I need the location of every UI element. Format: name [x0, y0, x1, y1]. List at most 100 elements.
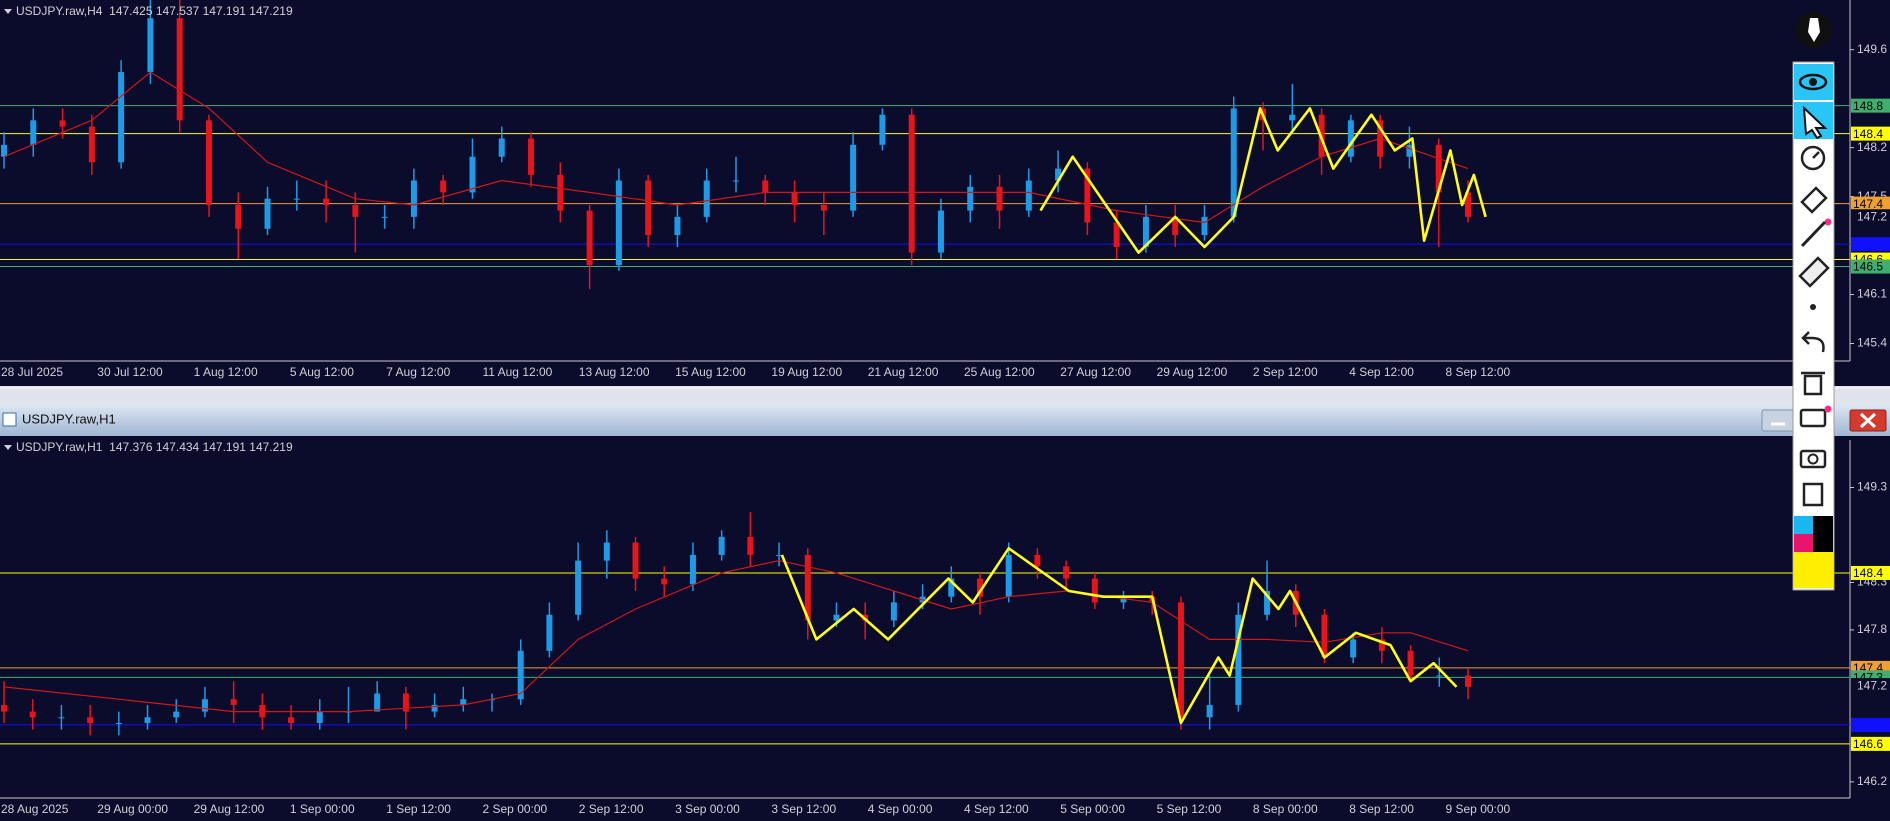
pen-glyph: [1808, 18, 1820, 42]
x-tick-label: 4 Sep 00:00: [868, 802, 933, 816]
x-tick-label: 5 Aug 12:00: [290, 365, 354, 379]
price-label: 147.2: [1857, 678, 1887, 692]
candle-body: [689, 554, 696, 585]
candle-body: [850, 144, 857, 211]
eye-glyph: [1798, 73, 1828, 91]
candle-body: [791, 192, 798, 205]
x-tick-label: 5 Sep 00:00: [1060, 802, 1125, 816]
color-magenta[interactable]: [1794, 534, 1813, 552]
x-tick-label: 7 Aug 12:00: [386, 365, 450, 379]
candle-body: [381, 216, 388, 218]
y-tick-label: 145.4: [1857, 336, 1887, 350]
undo-button[interactable]: [1801, 331, 1825, 353]
candle-body: [30, 120, 37, 145]
x-tick-label: 28 Aug 2025: [1, 802, 69, 816]
candle-body: [264, 198, 271, 229]
level-label: 147.4: [1853, 197, 1883, 211]
x-tick-label: 21 Aug 12:00: [868, 365, 939, 379]
candle-body: [517, 650, 524, 700]
x-tick-label: 2 Sep 12:00: [579, 802, 644, 816]
camera-button[interactable]: [1799, 449, 1827, 469]
candle-body: [879, 114, 886, 145]
zigzag-line: [780, 547, 1458, 725]
color-yellow[interactable]: [1794, 552, 1833, 588]
candle-body: [1465, 192, 1471, 217]
window-icon: [2, 412, 17, 427]
x-tick-label: 28 Jul 2025: [1, 365, 63, 379]
timer-button[interactable]: [1800, 145, 1826, 171]
color-black[interactable]: [1813, 534, 1833, 552]
candle-body: [833, 614, 840, 621]
x-tick-label: 8 Sep 00:00: [1253, 802, 1318, 816]
candle-body: [1055, 168, 1062, 181]
header-arrow: [4, 9, 12, 14]
candle-body: [1091, 578, 1098, 603]
candle-body: [205, 120, 212, 205]
candle-body: [1378, 639, 1385, 651]
candle-body: [1142, 216, 1149, 247]
x-tick-label: 2 Sep 12:00: [1253, 365, 1318, 379]
x-tick-label: 2 Sep 00:00: [483, 802, 548, 816]
x-tick-label: 1 Aug 12:00: [194, 365, 258, 379]
price-label-box: [1851, 209, 1890, 224]
level-label: 146.5: [1853, 260, 1883, 274]
level-label-box: [1851, 196, 1890, 211]
candle-body: [323, 198, 330, 205]
line-button[interactable]: [1800, 220, 1827, 248]
candle-body: [1177, 602, 1184, 718]
title-bar: [0, 405, 1890, 436]
x-tick-label: 3 Sep 12:00: [771, 802, 836, 816]
candle-body: [615, 180, 622, 266]
candle-body: [88, 126, 95, 163]
eye-pupil: [1809, 78, 1817, 86]
color-cyan[interactable]: [1794, 516, 1813, 534]
candle-body: [1005, 554, 1012, 597]
candle-body: [1206, 704, 1213, 718]
level-label: 148.8: [1853, 99, 1883, 113]
toolbar-panel: [1792, 61, 1835, 591]
level-label-box: [1851, 565, 1890, 580]
eraser-button[interactable]: [1800, 186, 1828, 214]
y-tick-label: 148.2: [1857, 140, 1887, 154]
candle-body: [1230, 108, 1237, 217]
minimize-button[interactable]: [1761, 409, 1795, 432]
window-gap: [0, 386, 1890, 405]
x-tick-label: 29 Aug 12:00: [194, 802, 265, 816]
candle-body: [29, 711, 36, 718]
drawing-toolbar: [1792, 12, 1835, 591]
dot-button[interactable]: [1810, 304, 1816, 310]
candle-body: [661, 578, 668, 585]
x-tick-label: 29 Aug 00:00: [97, 802, 168, 816]
cursor-glyph: [1802, 105, 1828, 140]
candle-body: [58, 717, 65, 719]
candle-body: [1235, 614, 1242, 705]
candle-body: [498, 138, 505, 157]
candle-body: [59, 120, 66, 127]
candle-body: [1034, 554, 1041, 567]
candle-body: [776, 554, 783, 556]
candle-body: [1350, 639, 1357, 658]
x-tick-label: 5 Sep 12:00: [1157, 802, 1222, 816]
candle-body: [747, 536, 754, 555]
candle-body: [674, 216, 681, 236]
x-tick-label: 11 Aug 12:00: [483, 365, 553, 379]
candle-body: [374, 693, 381, 712]
x-tick-label: 25 Aug 12:00: [964, 365, 1035, 379]
color-black[interactable]: [1813, 516, 1833, 534]
candle-body: [288, 717, 295, 723]
x-tick-label: 15 Aug 12:00: [675, 365, 746, 379]
candle-body: [115, 722, 122, 724]
ruler-button[interactable]: [1798, 256, 1830, 288]
level-label-box: [1851, 736, 1890, 751]
presenter-button[interactable]: [1799, 408, 1827, 428]
trash-button[interactable]: [1803, 374, 1823, 396]
x-tick-label: 8 Sep 12:00: [1349, 802, 1414, 816]
candle-body: [1407, 650, 1414, 676]
candle-body: [937, 210, 944, 253]
timer-hand: [1812, 151, 1820, 159]
candle-body: [820, 204, 827, 211]
clipboard-button[interactable]: [1802, 482, 1824, 507]
window-title: USDJPY.raw,H1: [22, 411, 116, 426]
